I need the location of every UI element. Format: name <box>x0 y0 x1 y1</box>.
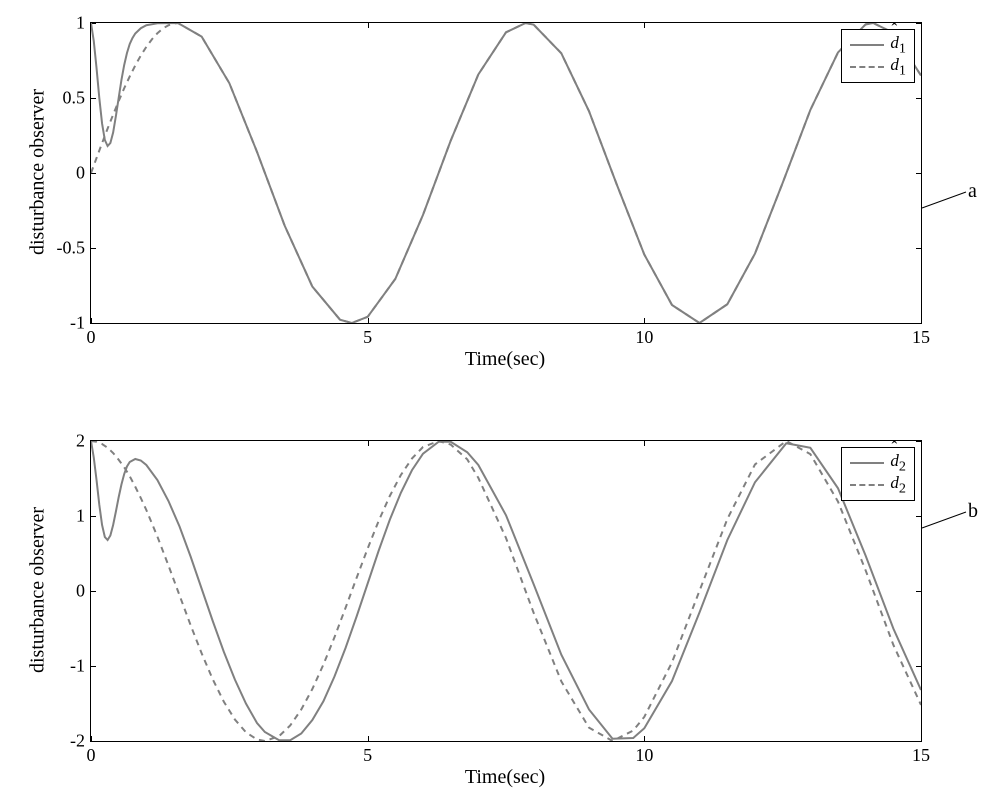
panel-tag-pointer <box>0 0 1000 785</box>
